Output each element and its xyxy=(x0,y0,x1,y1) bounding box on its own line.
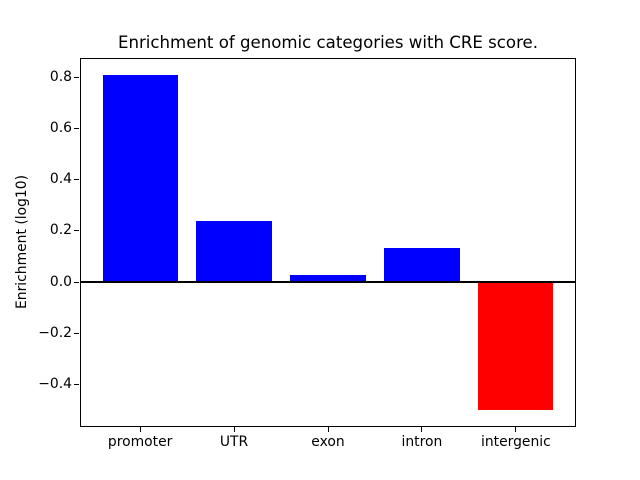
y-tick xyxy=(74,332,79,334)
y-tick xyxy=(74,128,79,130)
x-tick-label-UTR: UTR xyxy=(219,434,249,450)
y-tick-label: 0.0 xyxy=(49,273,72,290)
bar-promoter xyxy=(102,74,178,283)
plot-area: −0.4 −0.2 0.0 0.2 0.4 0.6 0.8 promoter UTR exon in… xyxy=(38,58,576,450)
x-tick xyxy=(421,427,423,432)
chart-title: Enrichment of genomic categories with CR… xyxy=(117,33,539,52)
y-tick xyxy=(74,384,79,386)
y-tick xyxy=(74,76,79,78)
bar-exon xyxy=(290,274,366,283)
x-tick xyxy=(327,427,329,432)
x-tick xyxy=(233,427,235,432)
y-tick xyxy=(74,230,79,232)
y-tick-label: 0.4 xyxy=(49,171,72,188)
y-tick-label: 0.8 xyxy=(49,68,72,85)
x-tick xyxy=(139,427,141,432)
y-tick-label: −0.4 xyxy=(38,376,72,393)
x-tick-label-promoter: promoter xyxy=(107,434,173,450)
y-tick-label: −0.2 xyxy=(38,324,72,341)
x-tick-label-exon: exon xyxy=(311,434,345,450)
y-tick-label: 0.6 xyxy=(49,120,72,137)
y-tick xyxy=(74,179,79,181)
zero-line xyxy=(80,281,576,284)
x-tick-label-intergenic: intergenic xyxy=(480,434,551,450)
y-tick xyxy=(74,281,79,283)
x-tick xyxy=(515,427,517,432)
y-tick-label: 0.2 xyxy=(49,222,72,239)
x-tick-label-intron: intron xyxy=(401,434,443,450)
bar-intron xyxy=(384,247,460,283)
bar-intergenic xyxy=(478,282,554,411)
axes-frame xyxy=(80,58,576,427)
bar-UTR xyxy=(196,220,272,283)
